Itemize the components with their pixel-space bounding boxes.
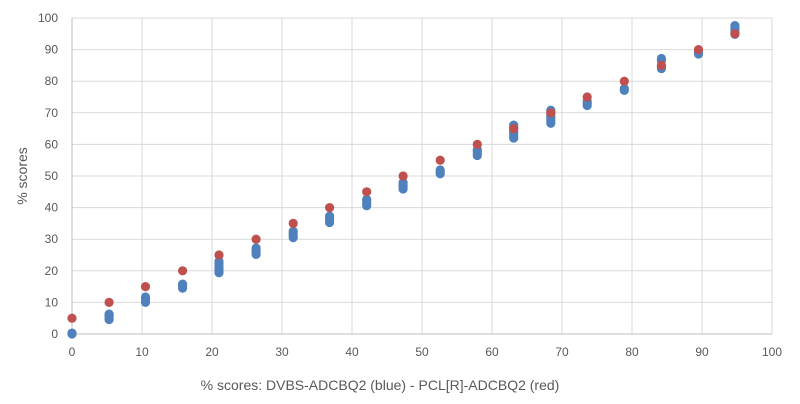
axes [71,18,772,335]
data-points [67,20,740,339]
red-data-point [104,297,114,307]
y-axis-title: % scores [14,147,30,205]
x-tick-label: 90 [695,345,709,359]
y-tick-label: 90 [45,43,59,57]
y-tick-label: 50 [45,169,59,183]
red-data-point [435,155,445,165]
red-data-point [582,92,592,102]
red-data-point [140,282,151,292]
y-tick-label: 60 [45,137,59,151]
red-data-point [546,108,556,118]
y-tick-label: 40 [45,201,59,215]
red-data-point [693,45,704,55]
tick-labels: 0 10 20 30 40 50 60 70 80 90 100 0 10 20 30 40 50 60 70 80 9… [38,11,782,359]
blue-data-point [67,328,77,338]
red-data-point [288,218,298,228]
blue-data-point [288,226,298,236]
red-data-point [656,60,667,70]
blue-data-point [656,53,667,64]
blue-data-point [398,178,408,188]
y-tick-label: 80 [45,74,59,88]
blue-data-point [730,20,740,31]
blue-data-point [435,165,445,175]
blue-data-point [104,309,114,319]
red-data-point [178,266,188,276]
red-data-point [362,187,372,197]
red-data-point [509,124,519,134]
x-tick-label: 60 [485,345,499,359]
blue-data-point [178,279,188,289]
y-tick-label: 10 [45,295,59,309]
red-data-point [730,29,740,39]
x-tick-label: 30 [275,345,289,359]
x-tick-label: 80 [625,345,639,359]
x-tick-label: 100 [762,345,782,359]
red-data-point [67,313,77,323]
red-data-point [214,250,224,260]
y-tick-label: 20 [45,264,59,278]
red-data-point [325,203,335,213]
y-tick-label: 70 [45,106,59,120]
blue-data-point [325,211,335,221]
x-tick-label: 20 [205,345,219,359]
red-data-point [398,171,408,181]
y-tick-label: 30 [45,232,59,246]
blue-data-point [251,243,261,253]
blue-data-point [140,292,151,302]
gridlines [72,17,773,334]
x-tick-label: 10 [135,345,149,359]
x-tick-label: 50 [415,345,429,359]
blue-data-point [214,256,224,266]
y-tick-label: 0 [51,327,58,341]
x-tick-label: 40 [345,345,359,359]
x-tick-label: 70 [555,345,569,359]
red-data-point [619,76,629,86]
blue-data-point [362,194,372,204]
red-data-point [472,139,482,149]
y-tick-label: 100 [38,11,58,25]
red-data-point [251,234,261,244]
x-tick-label: 0 [69,345,76,359]
x-axis-title: % scores: DVBS-ADCBQ2 (blue) - PCL[R]-AD… [201,377,560,393]
blue-data-point [619,83,629,94]
